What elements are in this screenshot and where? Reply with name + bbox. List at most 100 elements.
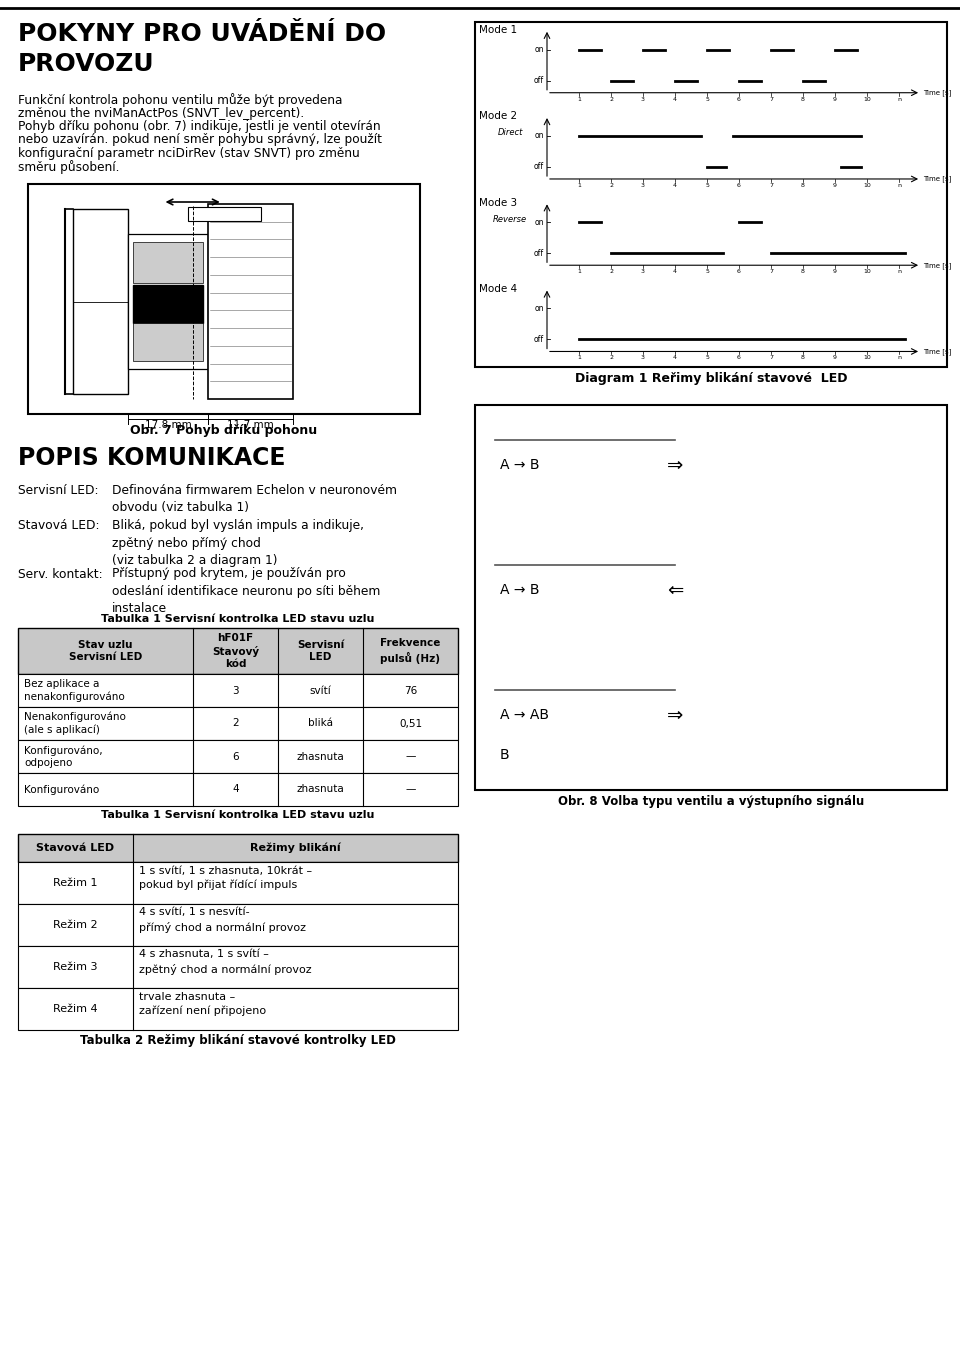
Text: on: on [535, 304, 544, 313]
Text: n: n [897, 356, 901, 360]
Text: ⇒: ⇒ [667, 705, 684, 724]
Bar [18, 988, 458, 1030]
Bar [133, 242, 203, 283]
Text: 4: 4 [673, 269, 677, 275]
Bar [18, 674, 458, 708]
Bar [187, 207, 260, 221]
Text: Mode 4: Mode 4 [479, 284, 517, 294]
Text: n: n [897, 183, 901, 188]
Text: 5: 5 [705, 96, 708, 101]
Text: hF01F
Stavový
kód: hF01F Stavový kód [212, 633, 259, 668]
Text: 2: 2 [609, 269, 613, 275]
Text: B: B [500, 748, 510, 762]
Text: Servisní LED:: Servisní LED: [18, 484, 99, 497]
Text: 9: 9 [833, 356, 837, 360]
Text: 8: 8 [801, 96, 804, 101]
Text: 2: 2 [609, 356, 613, 360]
Bar [133, 323, 203, 361]
Bar [18, 708, 458, 740]
Text: Definována firmwarem Echelon v neuronovém
obvodu (viz tabulka 1): Definována firmwarem Echelon v neuronové… [112, 484, 397, 514]
Text: ⇐: ⇐ [667, 580, 684, 599]
Text: Reverse: Reverse [492, 215, 527, 223]
Text: Mode 3: Mode 3 [479, 198, 517, 207]
Text: Stav uzlu
Servisní LED: Stav uzlu Servisní LED [69, 640, 142, 662]
Text: směru působení.: směru působení. [18, 161, 119, 175]
Text: 76: 76 [404, 686, 418, 695]
Text: Stavová LED:: Stavová LED: [18, 520, 100, 532]
Text: on: on [535, 131, 544, 141]
Text: zhasnuta: zhasnuta [297, 785, 345, 794]
Text: 5: 5 [705, 356, 708, 360]
Bar [208, 204, 293, 399]
Text: Diagram 1 Reřimy blikání stavové  LED: Diagram 1 Reřimy blikání stavové LED [575, 372, 848, 386]
Bar [18, 833, 458, 862]
Text: Tabulka 1 Servisní kontrolka LED stavu uzlu: Tabulka 1 Servisní kontrolka LED stavu u… [102, 810, 374, 820]
Text: 3: 3 [641, 96, 645, 101]
Text: —: — [405, 751, 416, 762]
Text: 1 s svítí, 1 s zhasnuta, 10krát –
pokud byl přijat řídící impuls: 1 s svítí, 1 s zhasnuta, 10krát – pokud … [139, 866, 312, 890]
Bar [475, 405, 947, 790]
Bar [18, 628, 458, 674]
Text: 4 s zhasnuta, 1 s svítí –
zpětný chod a normální provoz: 4 s zhasnuta, 1 s svítí – zpětný chod a … [139, 950, 312, 974]
Text: 8: 8 [801, 183, 804, 188]
Text: 1: 1 [577, 96, 581, 101]
Text: Tabulka 2 Režimy blikání stavové kontrolky LED: Tabulka 2 Režimy blikání stavové kontrol… [80, 1034, 396, 1047]
Text: 10: 10 [863, 356, 871, 360]
Text: 11.7 mm: 11.7 mm [228, 419, 274, 430]
Bar [28, 184, 420, 414]
Text: trvale zhasnuta –
zařízení není připojeno: trvale zhasnuta – zařízení není připojen… [139, 992, 266, 1016]
Text: změnou the nviManActPos (SNVT_lev_percent).: změnou the nviManActPos (SNVT_lev_percen… [18, 107, 304, 119]
Bar [475, 22, 947, 367]
Bar [18, 740, 458, 773]
Text: 5: 5 [705, 269, 708, 275]
Text: Režim 3: Režim 3 [53, 962, 98, 971]
Text: Režimy blikání: Režimy blikání [251, 843, 341, 854]
Text: 9: 9 [833, 96, 837, 101]
Text: Tabulka 1 Servisní kontrolka LED stavu uzlu: Tabulka 1 Servisní kontrolka LED stavu u… [102, 614, 374, 624]
Text: Režim 2: Režim 2 [53, 920, 98, 930]
Bar [73, 208, 128, 394]
Text: on: on [535, 45, 544, 54]
Text: Nenakonfigurováno
(ale s aplikací): Nenakonfigurováno (ale s aplikací) [24, 712, 126, 735]
Text: Bliká, pokud byl vyslán impuls a indikuje,
zpětný nebo přímý chod
(viz tabulka 2: Bliká, pokud byl vyslán impuls a indikuj… [112, 520, 364, 567]
Text: Time [s]: Time [s] [923, 176, 951, 183]
Text: 6: 6 [737, 96, 741, 101]
Text: Pohyb dříku pohonu (obr. 7) indikuje, jestli je ventil otevírán: Pohyb dříku pohonu (obr. 7) indikuje, je… [18, 120, 380, 133]
Text: 1: 1 [577, 356, 581, 360]
Text: 8: 8 [801, 269, 804, 275]
Text: 1: 1 [577, 269, 581, 275]
Text: ⇒: ⇒ [667, 456, 684, 475]
Text: Režim 4: Režim 4 [53, 1004, 98, 1013]
Text: n: n [897, 269, 901, 275]
Text: A → B: A → B [500, 583, 540, 597]
Text: off: off [534, 249, 544, 257]
Text: zhasnuta: zhasnuta [297, 751, 345, 762]
Text: POKYNY PRO UVÁDĚNÍ DO: POKYNY PRO UVÁDĚNÍ DO [18, 22, 386, 46]
Text: 8: 8 [801, 356, 804, 360]
Text: 6: 6 [737, 356, 741, 360]
Text: 10: 10 [863, 183, 871, 188]
Text: Režim 1: Režim 1 [53, 878, 98, 888]
Text: 6: 6 [737, 183, 741, 188]
Text: off: off [534, 336, 544, 344]
Text: 3: 3 [641, 183, 645, 188]
Text: Servisní
LED: Servisní LED [297, 640, 344, 662]
Text: Konfigurováno: Konfigurováno [24, 785, 99, 794]
Text: 6: 6 [737, 269, 741, 275]
Text: nebo uzavírán. pokud není směr pohybu správný, lze použít: nebo uzavírán. pokud není směr pohybu sp… [18, 134, 382, 146]
Text: 0,51: 0,51 [399, 718, 422, 728]
Text: Serv. kontakt:: Serv. kontakt: [18, 567, 103, 580]
Text: off: off [534, 162, 544, 172]
Text: 3: 3 [641, 356, 645, 360]
Text: 6: 6 [232, 751, 239, 762]
Text: Obr. 7 Pohyb dříku pohonu: Obr. 7 Pohyb dříku pohonu [131, 423, 318, 437]
Text: 7: 7 [769, 183, 773, 188]
Bar [18, 862, 458, 904]
Text: Přístupný pod krytem, je používán pro
odeslání identifikace neuronu po síti běhe: Přístupný pod krytem, je používán pro od… [112, 567, 380, 616]
Text: 2: 2 [609, 96, 613, 101]
Text: Frekvence
pulsů (Hz): Frekvence pulsů (Hz) [380, 639, 441, 663]
Text: 2: 2 [609, 183, 613, 188]
Text: n: n [897, 96, 901, 101]
Text: 4 s svítí, 1 s nesvítí-
přímý chod a normální provoz: 4 s svítí, 1 s nesvítí- přímý chod a nor… [139, 908, 306, 932]
Text: A → AB: A → AB [500, 708, 549, 723]
